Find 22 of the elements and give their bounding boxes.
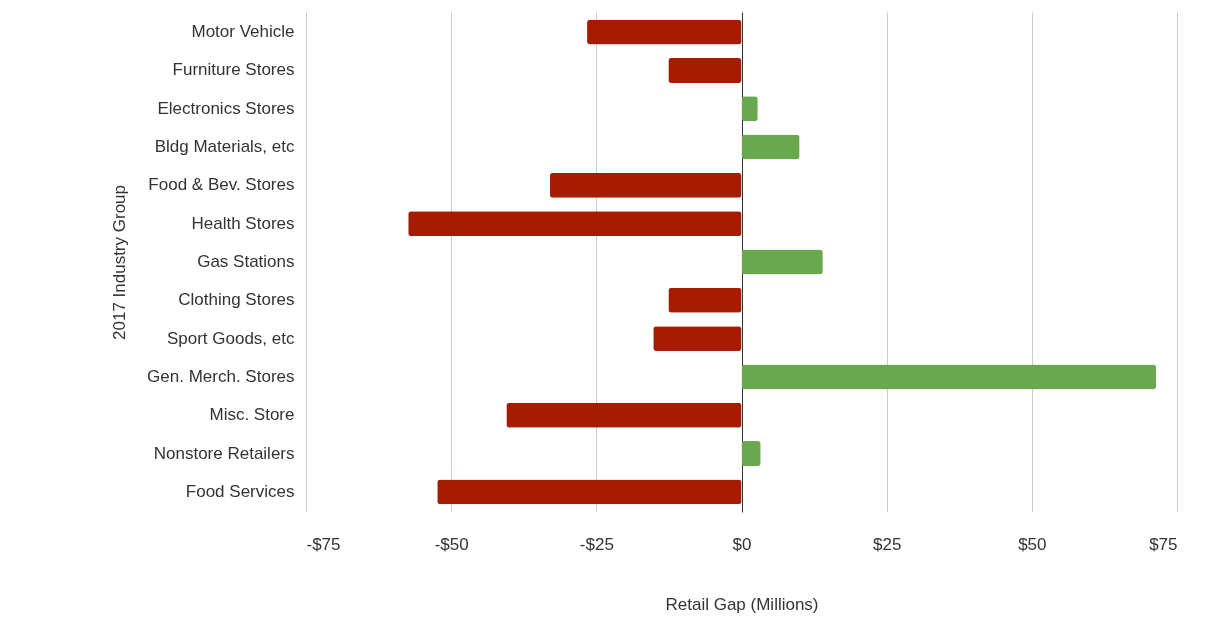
x-tick-label: -$75 [306, 534, 341, 554]
x-tick-label: $75 [1149, 534, 1178, 554]
y-tick-label: Misc. Store [209, 405, 295, 425]
y-tick-label: Food Services [185, 481, 295, 501]
x-tick-label: $0 [732, 534, 752, 554]
y-tick-label: Clothing Stores [178, 290, 295, 310]
y-tick-label: Electronics Stores [157, 98, 295, 118]
y-axis-title: 2017 Industry Group [110, 185, 130, 340]
y-tick-label: Furniture Stores [172, 60, 295, 80]
y-tick-label: Nonstore Retailers [153, 443, 295, 463]
x-tick-label: -$25 [579, 534, 614, 554]
y-tick-label: Bldg Materials, etc [154, 137, 295, 157]
y-tick-label: Gen. Merch. Stores [147, 366, 295, 386]
x-tick-label: $50 [1018, 534, 1047, 554]
x-axis-title: Retail Gap (Millions) [665, 594, 819, 614]
x-tick-label: $25 [872, 534, 902, 554]
y-tick-label: Food & Bev. Stores [148, 175, 295, 195]
y-tick-label: Gas Stations [197, 252, 295, 271]
y-tick-label: Health Stores [191, 213, 295, 233]
y-tick-label: Motor Vehicle [191, 22, 295, 42]
y-tick-label: Sport Goods, etc [166, 328, 295, 348]
x-tick-label: -$50 [434, 534, 469, 554]
